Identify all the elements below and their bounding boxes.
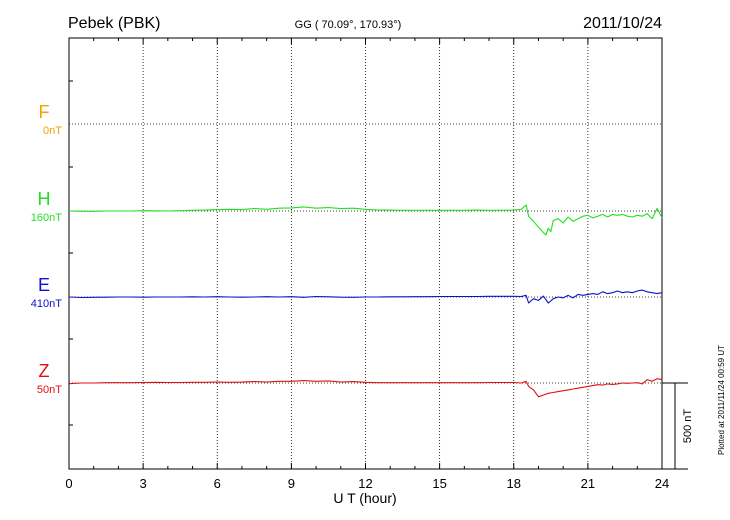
series-labels: F 0nT H 160nT E 410nT Z 50nT bbox=[31, 102, 62, 396]
x-tick-label: 12 bbox=[358, 476, 372, 491]
x-tick-label: 15 bbox=[432, 476, 446, 491]
station-title: Pebek (PBK) bbox=[68, 15, 160, 32]
series-offset-e: 410nT bbox=[31, 298, 62, 310]
plotted-timestamp: Plotted at 2011/11/24 00:59 UT bbox=[717, 345, 726, 455]
scale-bar: 500 nT bbox=[662, 382, 694, 470]
chart-date: 2011/10/24 bbox=[583, 15, 662, 32]
x-tick-label: 0 bbox=[65, 476, 72, 491]
station-coords: GG ( 70.09°, 170.93°) bbox=[295, 19, 402, 31]
series-line-e bbox=[68, 289, 663, 304]
scale-bar-label: 500 nT bbox=[682, 409, 694, 444]
series-label-e: E bbox=[38, 275, 50, 295]
series-offset-h: 160nT bbox=[31, 212, 62, 224]
series-line-z bbox=[68, 378, 663, 398]
series-line-h bbox=[68, 204, 663, 236]
x-tick-label: 3 bbox=[140, 476, 147, 491]
x-tick-label: 9 bbox=[288, 476, 295, 491]
x-axis-label: U T (hour) bbox=[333, 490, 396, 506]
x-tick-label: 6 bbox=[214, 476, 221, 491]
series-label-h: H bbox=[38, 189, 51, 209]
series-lines bbox=[68, 204, 663, 398]
series-label-f: F bbox=[39, 102, 50, 122]
x-tick-label: 21 bbox=[581, 476, 595, 491]
x-tick-label: 18 bbox=[507, 476, 521, 491]
plot-frame bbox=[68, 37, 663, 470]
x-tick-labels: 0 3 6 9 12 15 18 21 24 bbox=[65, 476, 669, 491]
grid bbox=[68, 38, 663, 469]
series-offset-f: 0nT bbox=[43, 125, 62, 137]
x-tick-label: 24 bbox=[655, 476, 669, 491]
series-label-z: Z bbox=[39, 361, 50, 381]
series-offset-z: 50nT bbox=[37, 384, 62, 396]
